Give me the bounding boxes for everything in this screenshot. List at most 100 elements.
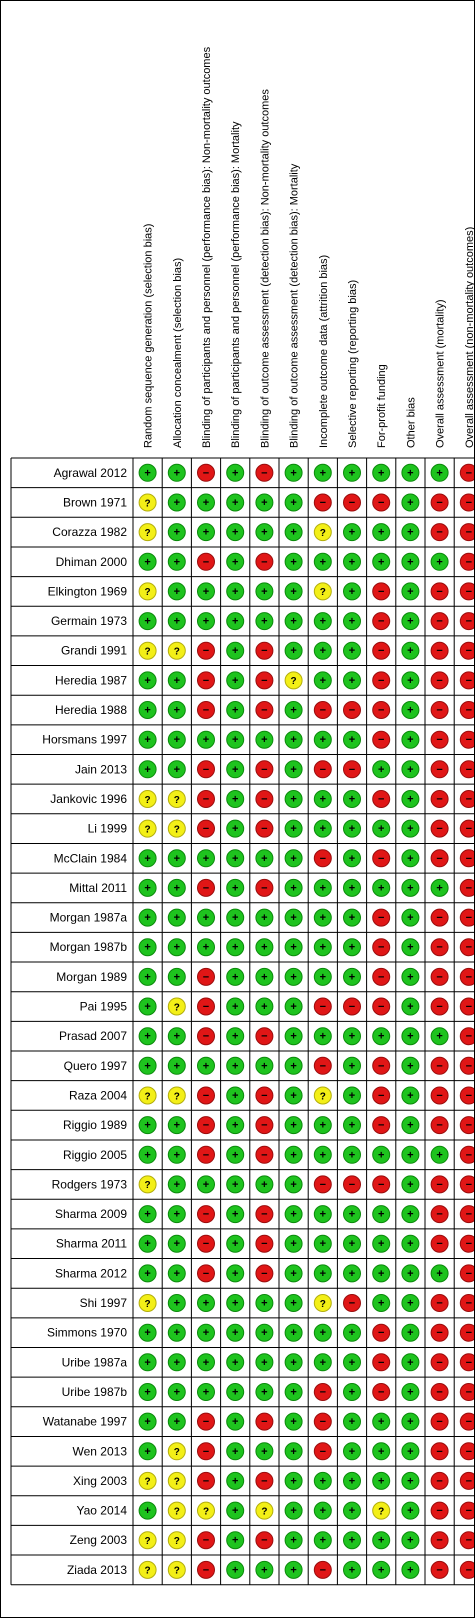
low-risk-icon: + [167,523,186,542]
low-risk-icon: + [226,819,245,838]
svg-text:+: + [203,1179,209,1191]
high-risk-icon: − [430,1116,449,1135]
high-risk-icon: − [313,1412,332,1431]
study-row: Heredia 1988 + + − + − + − − − + − − [55,701,475,719]
svg-text:−: − [436,527,442,539]
low-risk-icon: + [226,908,245,927]
svg-text:?: ? [145,1299,151,1310]
high-risk-icon: − [197,1234,215,1253]
svg-text:+: + [290,527,296,539]
svg-text:+: + [144,882,150,894]
svg-text:+: + [407,942,413,954]
low-risk-icon: + [372,1205,391,1224]
svg-text:−: − [203,645,209,657]
study-name: Rodgers 1973 [52,1177,128,1191]
svg-text:−: − [466,527,472,539]
low-risk-icon: + [197,1294,215,1312]
svg-text:−: − [203,823,209,835]
svg-text:−: − [436,971,442,983]
study-name: Corazza 1982 [52,525,127,539]
svg-text:+: + [320,645,326,657]
low-risk-icon: + [138,1264,157,1283]
low-risk-icon: + [313,730,332,749]
low-risk-icon: + [226,463,245,482]
high-risk-icon: − [430,849,449,868]
study-row: Morgan 1989 + + − + + + + + − + − − [56,967,475,986]
high-risk-icon: − [430,701,449,719]
svg-text:−: − [203,1001,209,1013]
svg-text:+: + [349,794,355,806]
unclear-risk-icon: ? [167,997,186,1016]
low-risk-icon: + [343,523,361,542]
low-risk-icon: + [255,1294,274,1312]
study-row: Sharma 2012 + + − + − + + + + + + − [55,1264,475,1283]
svg-text:?: ? [145,528,151,539]
svg-text:+: + [349,645,355,657]
study-name: Sharma 2012 [55,1266,127,1280]
low-risk-icon: + [372,552,391,571]
low-risk-icon: + [343,730,361,749]
study-name: Shi 1997 [80,1296,128,1310]
unclear-risk-icon: ? [138,1086,157,1105]
high-risk-icon: − [255,1234,274,1253]
low-risk-icon: + [284,493,303,512]
study-name: Pai 1995 [80,1000,128,1014]
svg-text:+: + [320,794,326,806]
unclear-risk-icon: ? [372,1501,391,1520]
low-risk-icon: + [284,552,303,571]
high-risk-icon: − [255,1116,274,1135]
low-risk-icon: + [343,1264,361,1283]
svg-text:+: + [320,1475,326,1487]
low-risk-icon: + [167,552,186,571]
svg-text:−: − [466,1327,472,1339]
low-risk-icon: + [372,1294,391,1312]
svg-text:+: + [174,1357,180,1369]
low-risk-icon: + [372,1560,391,1579]
svg-text:−: − [436,616,442,628]
high-risk-icon: − [255,701,274,719]
svg-text:+: + [232,1149,238,1161]
domain-header-9: For-profit funding [376,364,388,448]
low-risk-icon: + [138,1323,157,1342]
low-risk-icon: + [343,1383,361,1401]
svg-text:−: − [320,1387,326,1399]
low-risk-icon: + [313,1205,332,1224]
low-risk-icon: + [226,641,245,660]
svg-text:+: + [320,616,326,628]
svg-text:−: − [466,1564,472,1576]
high-risk-icon: − [197,671,215,690]
high-risk-icon: − [459,997,475,1016]
svg-text:?: ? [145,1477,151,1488]
high-risk-icon: − [343,1294,361,1312]
low-risk-icon: + [138,1116,157,1135]
svg-text:+: + [436,1149,442,1161]
study-row: Watanabe 1997 + + − + − + − + + + − − [43,1412,475,1431]
low-risk-icon: + [138,552,157,571]
low-risk-icon: + [372,523,391,542]
svg-text:−: − [466,1535,472,1547]
study-row: Xing 2003?? − + − + + + + + − − [73,1471,475,1490]
high-risk-icon: − [197,967,215,986]
high-risk-icon: − [197,819,215,838]
svg-text:+: + [407,556,413,568]
svg-text:+: + [203,942,209,954]
svg-text:+: + [349,1327,355,1339]
svg-text:−: − [349,1298,355,1310]
unclear-risk-icon: ? [138,1560,157,1579]
svg-text:?: ? [174,1091,180,1102]
low-risk-icon: + [138,1027,157,1046]
low-risk-icon: + [197,908,215,927]
low-risk-icon: + [255,849,274,868]
svg-text:+: + [290,645,296,657]
svg-text:+: + [261,853,267,865]
low-risk-icon: + [284,1501,303,1520]
svg-text:−: − [466,1179,472,1191]
low-risk-icon: + [401,1412,420,1431]
svg-text:+: + [349,882,355,894]
svg-text:+: + [320,467,326,479]
low-risk-icon: + [401,1442,420,1461]
low-risk-icon: + [430,1027,449,1046]
svg-text:−: − [466,1298,472,1310]
svg-text:+: + [407,912,413,924]
